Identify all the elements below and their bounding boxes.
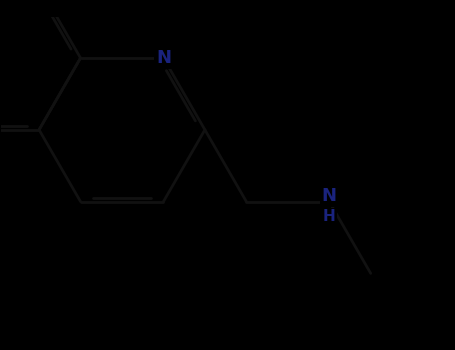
Text: N: N [322,187,337,205]
Text: N: N [156,49,171,67]
Text: H: H [323,209,336,224]
